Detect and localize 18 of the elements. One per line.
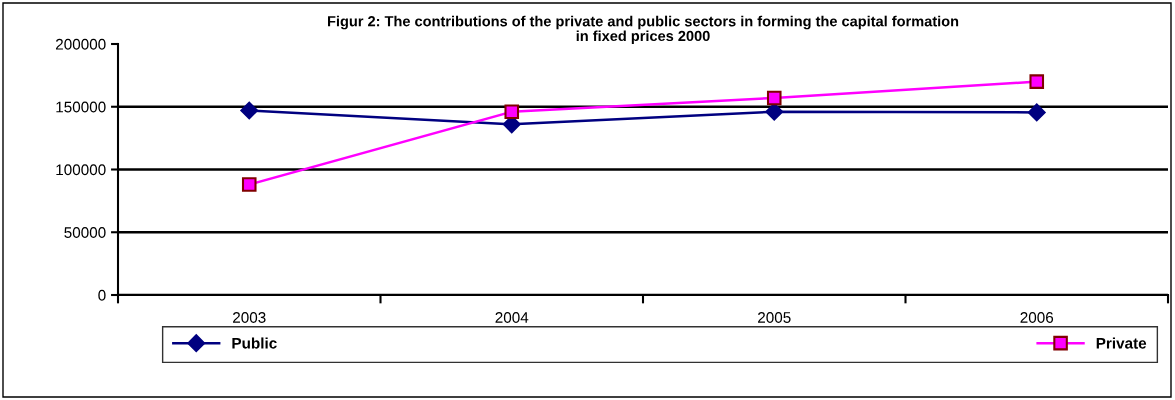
y-tick-label: 50000 bbox=[64, 227, 106, 238]
y-tick-label: 150000 bbox=[56, 101, 106, 113]
point bbox=[1029, 74, 1045, 89]
point bbox=[1027, 103, 1046, 122]
point bbox=[766, 90, 782, 106]
y-tick-label: 100000 bbox=[56, 164, 106, 176]
x-tick-label: 2004 bbox=[495, 312, 529, 323]
legend-label: Private bbox=[1096, 337, 1147, 349]
point bbox=[240, 101, 259, 120]
y-tick-label: 0 bbox=[98, 289, 106, 301]
legend-label: Public bbox=[232, 337, 277, 349]
x-tick-label: 2006 bbox=[1020, 312, 1054, 323]
point bbox=[504, 104, 520, 120]
y-tick-label: 200000 bbox=[55, 38, 106, 50]
chart-title: Figur 2: The contributions of the private and public sectors in forming the capital formation in fixed prices 2000 bbox=[328, 15, 959, 44]
x-tick-label: 2003 bbox=[233, 312, 266, 323]
x-tick-label: 2005 bbox=[758, 312, 791, 323]
point bbox=[241, 177, 257, 192]
